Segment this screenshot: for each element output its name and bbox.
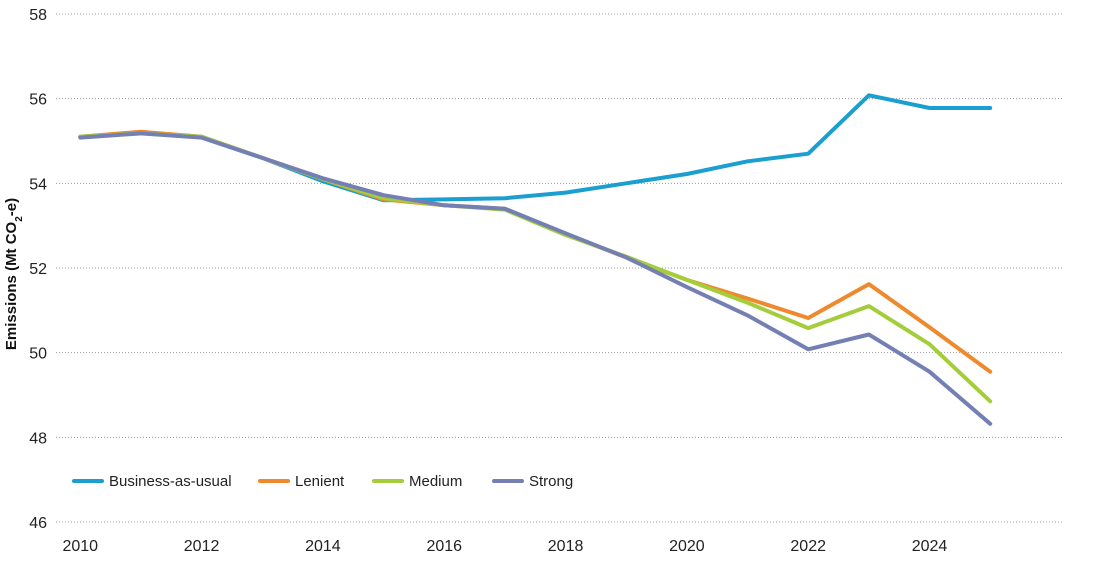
series-line-lenient (78, 129, 993, 374)
legend-label-strong: Strong (529, 473, 573, 490)
series-lines (78, 93, 993, 426)
y-tick-label-58: 58 (29, 7, 47, 24)
x-tick-label-2022: 2022 (790, 538, 826, 555)
x-tick-label-2018: 2018 (548, 538, 584, 555)
x-tick-label-2010: 2010 (62, 538, 98, 555)
x-axis-ticks: 2010 2012 2014 2016 2018 2020 2022 2024 (62, 538, 947, 555)
y-axis-ticks: 46 48 50 52 54 56 58 (29, 7, 47, 532)
series-line-strong (78, 131, 993, 426)
x-tick-label-2024: 2024 (912, 538, 948, 555)
x-tick-label-2020: 2020 (669, 538, 705, 555)
x-tick-label-2014: 2014 (305, 538, 341, 555)
y-tick-label-46: 46 (29, 515, 47, 532)
y-axis-title: Emissions (Mt CO2-e) (3, 198, 25, 350)
series-line-medium (78, 131, 993, 404)
y-tick-label-56: 56 (29, 92, 47, 109)
legend-label-business-as-usual: Business-as-usual (109, 473, 232, 490)
legend-label-medium: Medium (409, 473, 462, 490)
legend: Business-as-usual Lenient Medium Strong (72, 473, 573, 490)
y-tick-label-48: 48 (29, 430, 47, 447)
y-tick-label-50: 50 (29, 346, 47, 363)
legend-label-lenient: Lenient (295, 473, 345, 490)
gridlines (56, 13, 1063, 523)
series-line-business-as-usual (78, 93, 993, 203)
y-tick-label-54: 54 (29, 176, 47, 193)
x-tick-label-2012: 2012 (184, 538, 220, 555)
x-tick-label-2016: 2016 (426, 538, 462, 555)
y-tick-label-52: 52 (29, 261, 47, 278)
